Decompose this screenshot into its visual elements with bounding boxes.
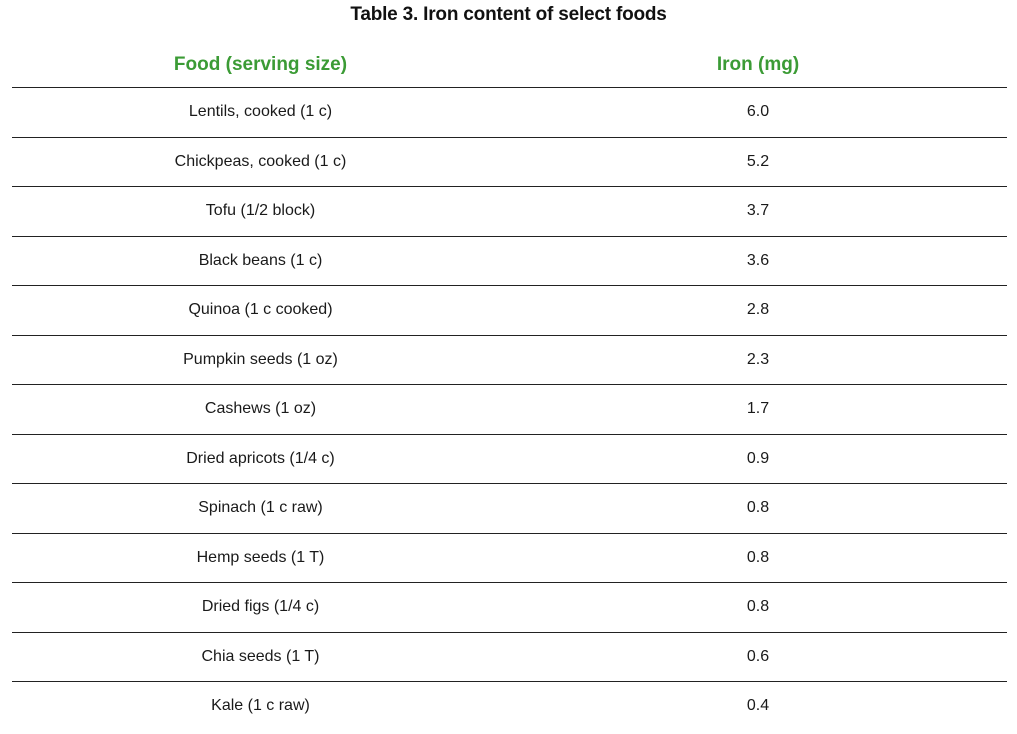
table-row: Chickpeas, cooked (1 c) 5.2 (12, 137, 1007, 187)
food-cell: Chickpeas, cooked (1 c) (12, 137, 509, 187)
column-header-food: Food (serving size) (12, 43, 509, 88)
table-row: Quinoa (1 c cooked) 2.8 (12, 285, 1007, 336)
food-cell: Pumpkin seeds (1 oz) (12, 335, 509, 385)
food-cell: Lentils, cooked (1 c) (12, 87, 509, 138)
table-row: Lentils, cooked (1 c) 6.0 (12, 87, 1007, 138)
food-cell: Hemp seeds (1 T) (12, 533, 509, 583)
food-cell: Chia seeds (1 T) (12, 632, 509, 682)
table-row: Cashews (1 oz) 1.7 (12, 384, 1007, 435)
table-row: Kale (1 c raw) 0.4 (12, 682, 1007, 731)
food-cell: Dried figs (1/4 c) (12, 582, 509, 633)
iron-cell: 3.6 (509, 236, 1007, 286)
table-header-row: Food (serving size) Iron (mg) (12, 43, 1007, 88)
food-cell: Tofu (1/2 block) (12, 186, 509, 237)
iron-cell: 0.4 (746, 697, 770, 715)
table-title: Table 3. Iron content of select foods (350, 4, 667, 25)
food-cell: Spinach (1 c raw) (12, 483, 509, 534)
iron-cell: 0.8 (509, 483, 1007, 534)
food-cell: Quinoa (1 c cooked) (12, 285, 509, 336)
iron-cell: 3.7 (509, 186, 1007, 237)
table-row: Hemp seeds (1 T) 0.8 (12, 533, 1007, 583)
table-row: Black beans (1 c) 3.6 (12, 236, 1007, 286)
food-cell: Black beans (1 c) (12, 236, 509, 286)
table-row: Chia seeds (1 T) 0.6 (12, 632, 1007, 682)
table-row: Pumpkin seeds (1 oz) 2.3 (12, 335, 1007, 385)
iron-content-table: Food (serving size) Iron (mg) Lentils, c… (12, 43, 1007, 731)
iron-cell: 0.6 (509, 632, 1007, 682)
food-cell: Dried apricots (1/4 c) (12, 434, 509, 484)
iron-cell: 0.9 (509, 434, 1007, 484)
table-row: Spinach (1 c raw) 0.8 (12, 483, 1007, 534)
table-row: Tofu (1/2 block) 3.7 (12, 186, 1007, 237)
column-header-iron: Iron (mg) (509, 43, 1007, 88)
food-cell: Kale (1 c raw) (211, 697, 310, 715)
iron-cell: 5.2 (509, 137, 1007, 187)
iron-cell: 1.7 (509, 384, 1007, 435)
table-row: Dried apricots (1/4 c) 0.9 (12, 434, 1007, 484)
table-row: Dried figs (1/4 c) 0.8 (12, 582, 1007, 633)
iron-cell: 0.8 (509, 533, 1007, 583)
iron-cell: 0.8 (509, 582, 1007, 633)
iron-cell: 2.3 (509, 335, 1007, 385)
iron-cell: 2.8 (509, 285, 1007, 336)
food-cell: Cashews (1 oz) (12, 384, 509, 435)
iron-cell: 6.0 (509, 87, 1007, 138)
